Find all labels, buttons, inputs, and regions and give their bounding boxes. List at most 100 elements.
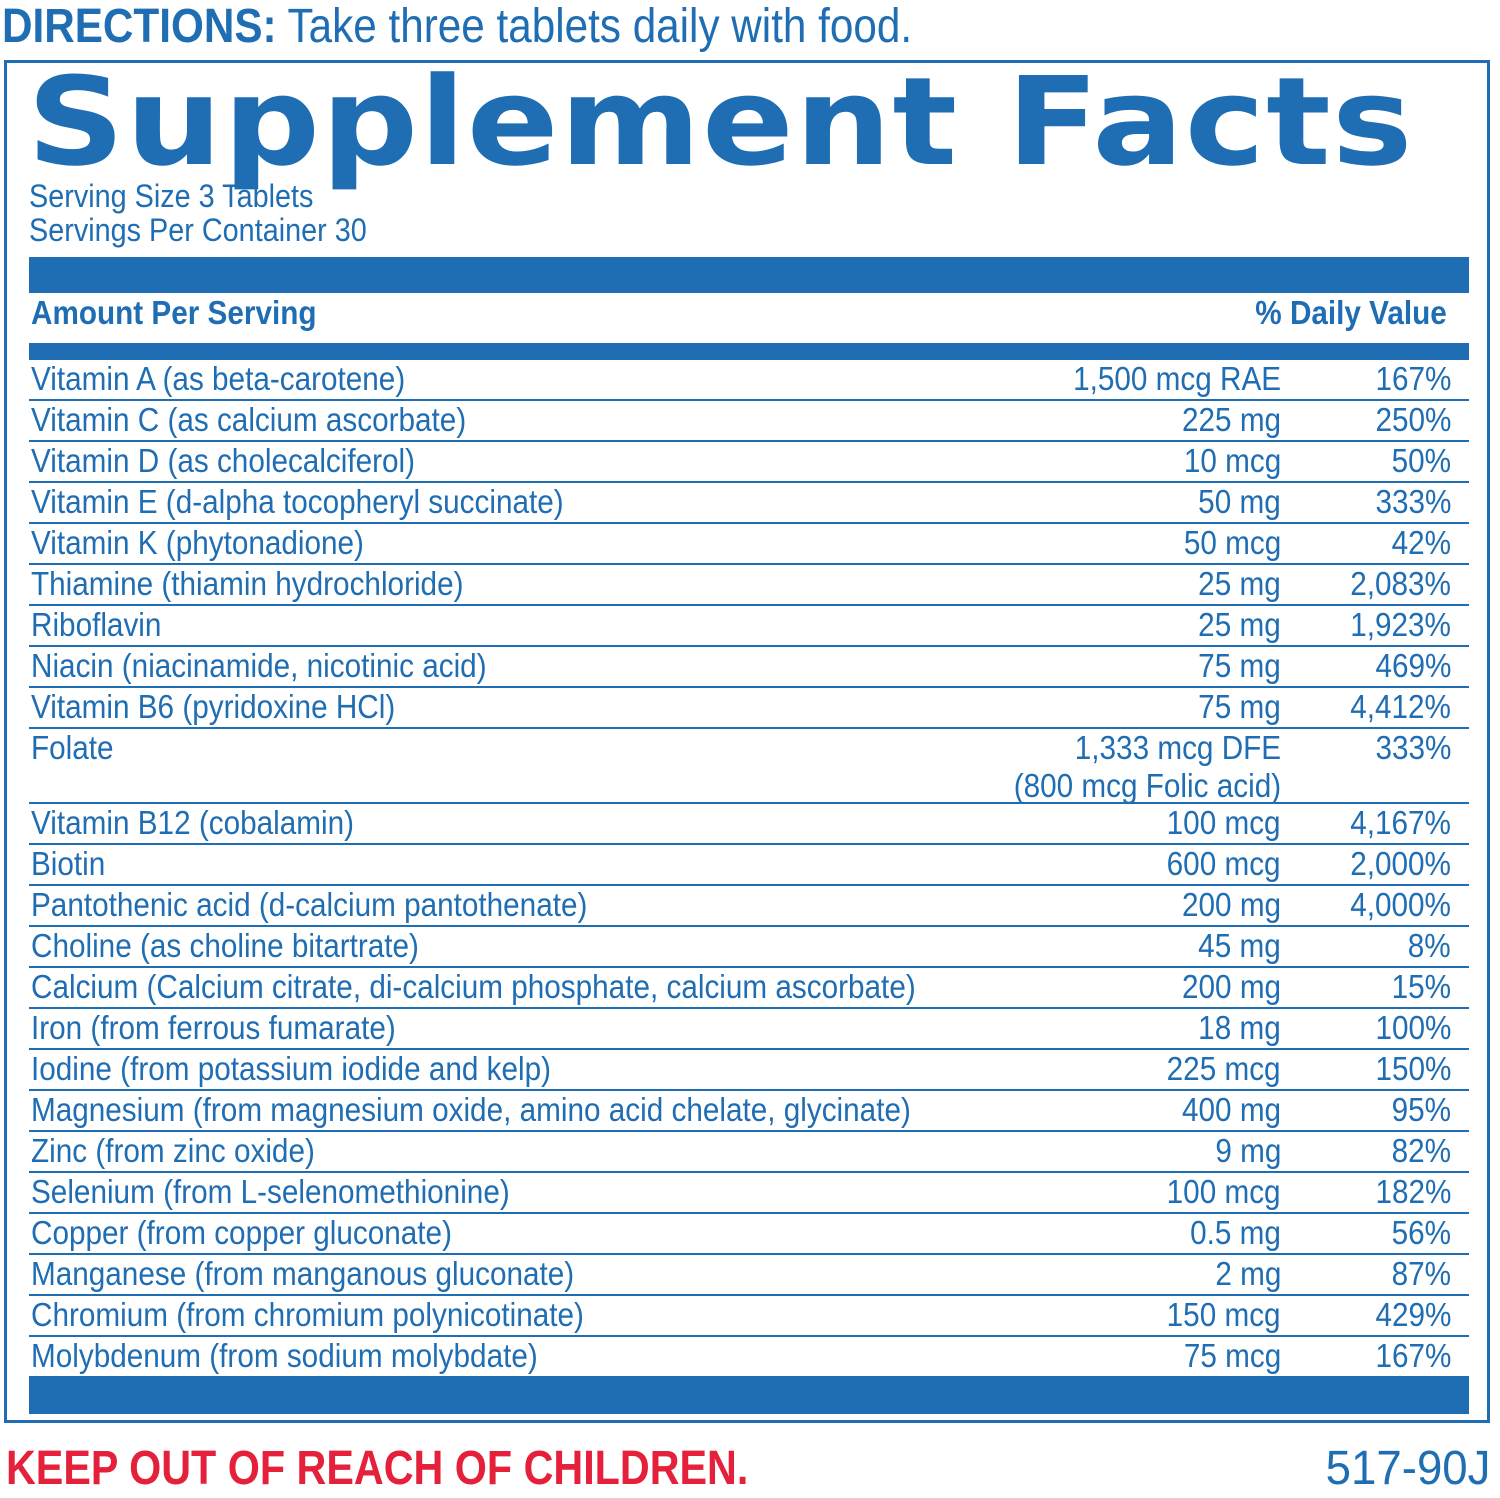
- nutrient-row: Calcium (Calcium citrate, di-calcium pho…: [29, 968, 1469, 1009]
- amount-value: 18 mg: [1198, 1009, 1281, 1046]
- amount-value: 50 mcg: [1183, 524, 1281, 561]
- amount-value: 0.5 mg: [1190, 1214, 1281, 1251]
- amount-note: (800 mcg Folic acid): [1013, 767, 1281, 804]
- daily-value-percent: 82%: [1391, 1132, 1451, 1169]
- nutrient-amount: 25 mg: [1198, 606, 1281, 644]
- daily-value-percent: 182%: [1375, 1173, 1451, 1210]
- daily-value-percent: 4,000%: [1350, 886, 1451, 923]
- serving-size: Serving Size 3 Tablets: [29, 178, 314, 214]
- nutrient-row: Biotin 600 mcg 2,000%: [29, 845, 1469, 886]
- nutrient-row: Selenium (from L-selenomethionine) 100 mc…: [29, 1173, 1469, 1214]
- nutrient-name: Chromium (from chromium polynicotinate): [31, 1296, 584, 1333]
- daily-value-percent: 167%: [1375, 1337, 1451, 1374]
- nutrient-name: Vitamin B6 (pyridoxine HCl): [31, 688, 396, 725]
- amount-value: 10 mcg: [1183, 442, 1281, 479]
- nutrient-row: Vitamin C (as calcium ascorbate) 225 mg 25…: [29, 401, 1469, 442]
- nutrient-row: Copper (from copper gluconate) 0.5 mg 56%: [29, 1214, 1469, 1255]
- nutrient-name: Niacin (niacinamide, nicotinic acid): [31, 647, 487, 684]
- nutrient-name: Biotin: [31, 845, 106, 882]
- nutrient-name: Zinc (from zinc oxide): [31, 1132, 315, 1169]
- nutrient-row: Molybdenum (from sodium molybdate) 75 mcg…: [29, 1337, 1469, 1378]
- daily-value-percent: 56%: [1391, 1214, 1451, 1251]
- nutrient-name: Manganese (from manganous gluconate): [31, 1255, 575, 1292]
- nutrient-amount: 10 mcg: [1184, 442, 1281, 480]
- daily-value-percent: 50%: [1391, 442, 1451, 479]
- amount-value: 75 mg: [1198, 688, 1281, 725]
- amount-value: 600 mcg: [1167, 845, 1281, 882]
- nutrient-amount: 50 mg: [1198, 483, 1281, 521]
- nutrient-row: Choline (as choline bitartrate) 45 mg 8%: [29, 927, 1469, 968]
- amount-value: 200 mg: [1181, 968, 1281, 1005]
- thick-divider-bottom: [29, 1378, 1469, 1414]
- daily-value-percent: 167%: [1375, 360, 1451, 397]
- nutrient-amount: 1,500 mcg RAE: [1073, 360, 1281, 398]
- amount-value: 200 mg: [1181, 886, 1281, 923]
- nutrient-row: Magnesium (from magnesium oxide, amino a…: [29, 1091, 1469, 1132]
- nutrient-name: Pantothenic acid (d-calcium pantothenate…: [31, 886, 588, 923]
- servings-per-container: Servings Per Container 30: [29, 212, 367, 248]
- nutrient-name: Riboflavin: [31, 606, 162, 643]
- nutrient-amount: 75 mcg: [1184, 1337, 1281, 1375]
- nutrient-amount: 50 mcg: [1184, 524, 1281, 562]
- daily-value-percent: 429%: [1375, 1296, 1451, 1333]
- daily-value-percent: 469%: [1375, 647, 1451, 684]
- nutrient-row: Manganese (from manganous gluconate) 2 mg…: [29, 1255, 1469, 1296]
- amount-value: 225 mg: [1181, 401, 1281, 438]
- child-safety-warning: KEEP OUT OF REACH OF CHILDREN.: [6, 1442, 749, 1495]
- nutrient-name: Choline (as choline bitartrate): [31, 927, 419, 964]
- daily-value-percent: 1,923%: [1350, 606, 1451, 643]
- nutrient-amount: 75 mg: [1198, 647, 1281, 685]
- nutrient-row: Folate 1,333 mcg DFE (800 mcg Folic acid) 3…: [29, 729, 1469, 804]
- directions-label: DIRECTIONS:: [2, 0, 277, 53]
- amount-value: 9 mg: [1214, 1132, 1281, 1169]
- nutrient-name: Vitamin C (as calcium ascorbate): [31, 401, 467, 438]
- daily-value-header: % Daily Value: [1255, 294, 1447, 331]
- nutrient-amount: 45 mg: [1198, 927, 1281, 965]
- daily-value-percent: 100%: [1375, 1009, 1451, 1046]
- amount-value: 75 mg: [1198, 647, 1281, 684]
- nutrient-name: Vitamin E (d-alpha tocopheryl succinate): [31, 483, 564, 520]
- nutrient-row: Vitamin B12 (cobalamin) 100 mcg 4,167%: [29, 804, 1469, 845]
- nutrient-amount: 600 mcg: [1167, 845, 1281, 883]
- panel-title: Supplement Facts: [27, 51, 1414, 193]
- daily-value-percent: 2,083%: [1350, 565, 1451, 602]
- nutrient-row: Niacin (niacinamide, nicotinic acid) 75 m…: [29, 647, 1469, 688]
- nutrient-table: Vitamin A (as beta-carotene) 1,500 mcg RA…: [29, 360, 1469, 1378]
- nutrient-amount: 100 mcg: [1167, 804, 1281, 842]
- amount-value: 1,500 mcg RAE: [1072, 360, 1281, 397]
- nutrient-row: Vitamin D (as cholecalciferol) 10 mcg 50%: [29, 442, 1469, 483]
- nutrient-name: Magnesium (from magnesium oxide, amino a…: [31, 1091, 911, 1128]
- amount-value: 225 mcg: [1167, 1050, 1281, 1087]
- nutrient-name: Vitamin A (as beta-carotene): [31, 360, 406, 397]
- daily-value-percent: 2,000%: [1350, 845, 1451, 882]
- nutrient-name: Vitamin D (as cholecalciferol): [31, 442, 416, 479]
- amount-value: 50 mg: [1198, 483, 1281, 520]
- nutrient-row: Pantothenic acid (d-calcium pantothenate…: [29, 886, 1469, 927]
- thick-divider-top: [29, 257, 1469, 293]
- nutrient-row: Riboflavin 25 mg 1,923%: [29, 606, 1469, 647]
- amount-per-serving-header: Amount Per Serving: [31, 294, 317, 331]
- nutrient-row: Vitamin K (phytonadione) 50 mcg 42%: [29, 524, 1469, 565]
- supplement-facts-panel: Supplement Facts Serving Size 3 Tablets …: [4, 60, 1490, 1423]
- daily-value-percent: 333%: [1375, 729, 1451, 766]
- amount-value: 45 mg: [1198, 927, 1281, 964]
- nutrient-amount: 9 mg: [1215, 1132, 1281, 1170]
- nutrient-name: Iodine (from potassium iodide and kelp): [31, 1050, 552, 1087]
- nutrient-row: Vitamin E (d-alpha tocopheryl succinate)…: [29, 483, 1469, 524]
- nutrient-amount: 18 mg: [1198, 1009, 1281, 1047]
- nutrient-name: Molybdenum (from sodium molybdate): [31, 1337, 538, 1374]
- nutrient-amount: 100 mcg: [1167, 1173, 1281, 1211]
- directions-text: Take three tablets daily with food.: [276, 0, 913, 53]
- nutrient-amount: 200 mg: [1182, 968, 1281, 1006]
- nutrient-row: Zinc (from zinc oxide) 9 mg 82%: [29, 1132, 1469, 1173]
- daily-value-percent: 4,167%: [1350, 804, 1451, 841]
- amount-value: 100 mcg: [1167, 804, 1281, 841]
- nutrient-amount: 150 mcg: [1167, 1296, 1281, 1334]
- amount-value: 1,333 mcg DFE: [1074, 729, 1281, 766]
- nutrient-amount: 225 mcg: [1167, 1050, 1281, 1088]
- nutrient-name: Calcium (Calcium citrate, di-calcium pho…: [31, 968, 916, 1005]
- daily-value-percent: 4,412%: [1350, 688, 1451, 725]
- amount-value: 400 mg: [1181, 1091, 1281, 1128]
- nutrient-row: Vitamin A (as beta-carotene) 1,500 mcg RA…: [29, 360, 1469, 401]
- nutrient-amount: 200 mg: [1182, 886, 1281, 924]
